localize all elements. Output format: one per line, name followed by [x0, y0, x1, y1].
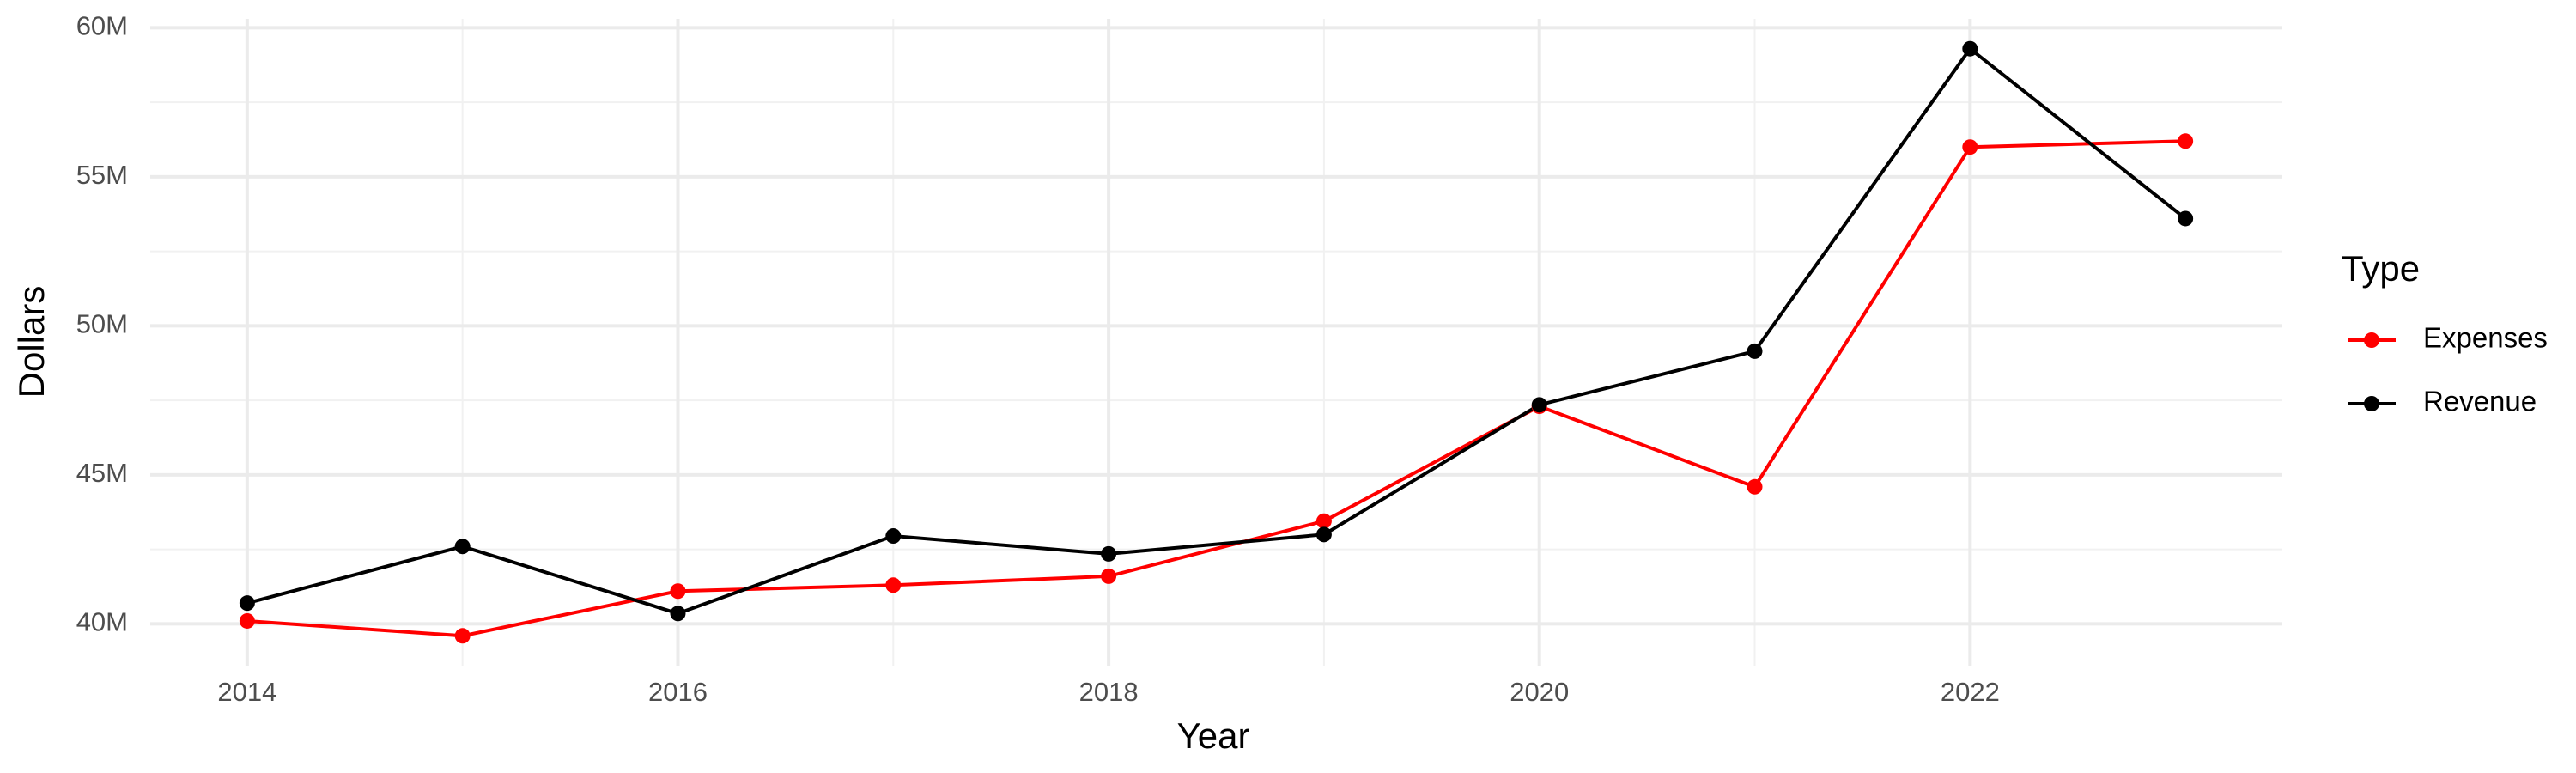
data-point: [1315, 513, 1332, 529]
x-tick-label: 2020: [1510, 677, 1569, 707]
x-tick-label: 2022: [1941, 677, 2000, 707]
data-point: [239, 595, 255, 612]
data-point: [670, 583, 686, 600]
series-line: [246, 46, 2187, 616]
data-point: [885, 577, 902, 593]
y-tick-label: 50M: [76, 309, 128, 339]
data-point: [1962, 139, 1978, 155]
data-point: [1747, 343, 1763, 359]
data-point: [2178, 133, 2194, 149]
x-tick-label: 2016: [648, 677, 708, 707]
data-point: [1962, 40, 1978, 57]
legend-label: Revenue: [2423, 386, 2537, 417]
series-line: [246, 139, 2186, 638]
y-tick-label: 55M: [76, 160, 128, 190]
data-point: [1315, 526, 1332, 543]
data-point: [454, 539, 471, 555]
data-point: [2178, 210, 2194, 227]
legend-point: [2364, 396, 2379, 411]
y-axis-title: Dollars: [11, 286, 52, 399]
data-point: [670, 606, 686, 622]
y-tick-label: 45M: [76, 458, 128, 488]
x-axis-title: Year: [1177, 715, 1250, 756]
data-point: [1101, 545, 1117, 562]
legend-point: [2364, 332, 2379, 348]
data-point: [239, 612, 255, 629]
x-tick-label: 2014: [217, 677, 276, 707]
legend-title: Type: [2342, 248, 2420, 289]
data-point: [1747, 478, 1763, 495]
data-point: [1531, 397, 1547, 413]
data-point: [885, 528, 902, 545]
x-tick-label: 2018: [1079, 677, 1139, 707]
y-tick-label: 40M: [76, 607, 128, 637]
data-point: [1101, 568, 1117, 584]
data-point: [454, 628, 471, 644]
y-tick-label: 60M: [76, 11, 128, 41]
legend-label: Expenses: [2423, 322, 2548, 354]
